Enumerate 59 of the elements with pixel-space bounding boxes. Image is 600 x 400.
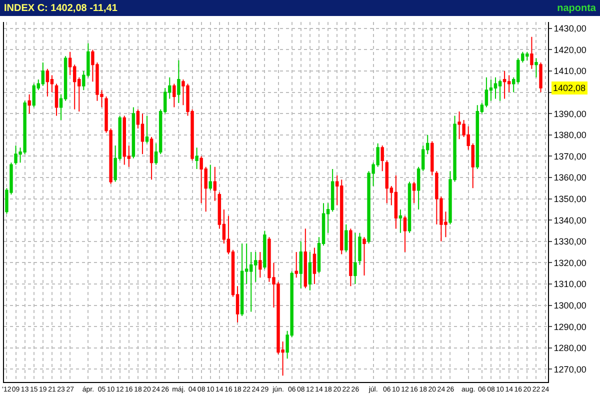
candlestick xyxy=(258,252,262,278)
y-tick-label: 1390,00 xyxy=(554,108,586,119)
candlestick xyxy=(476,104,480,170)
y-tick-label: 1330,00 xyxy=(554,236,586,247)
candlestick xyxy=(240,243,244,316)
candlestick xyxy=(304,228,308,289)
candlestick xyxy=(412,181,416,204)
candlestick xyxy=(530,36,534,70)
y-tick-label: 1360,00 xyxy=(554,172,586,183)
y-tick-label: 1430,00 xyxy=(554,24,586,34)
candlestick xyxy=(354,232,357,285)
candlestick xyxy=(534,58,538,78)
candlestick xyxy=(299,240,302,289)
candlestick xyxy=(213,166,217,202)
candlestick xyxy=(140,113,144,155)
y-tick-label: 1300,00 xyxy=(554,300,586,310)
candlestick xyxy=(28,94,31,114)
candlestick xyxy=(308,252,312,291)
y-tick-label: 1370,00 xyxy=(554,151,586,162)
y-tick-label: 1270,00 xyxy=(554,364,586,374)
y-tick-label: 1380,00 xyxy=(554,130,586,140)
y-tick-label: 1320,00 xyxy=(554,258,586,268)
candlestick xyxy=(263,230,266,270)
candlestick xyxy=(394,174,398,230)
candlestick xyxy=(362,236,366,276)
candlestick xyxy=(41,62,45,86)
y-tick-label: 1310,00 xyxy=(554,279,586,290)
chart-title: INDEX C: 1402,08 -11,41 xyxy=(4,2,118,14)
candlestick xyxy=(294,252,298,278)
candlestick xyxy=(398,208,402,234)
candlestick xyxy=(494,76,498,100)
y-tick-label: 1280,00 xyxy=(554,343,586,354)
candlestick xyxy=(358,232,362,266)
candlestick xyxy=(150,136,154,180)
candlestick xyxy=(380,145,384,172)
y-tick-label: 1420,00 xyxy=(554,44,586,55)
candlestick xyxy=(430,140,434,176)
candlestick xyxy=(403,215,407,253)
candlestick xyxy=(312,247,316,285)
y-tick-label: 1410,00 xyxy=(554,66,586,76)
y-tick-label: 1340,00 xyxy=(554,215,586,226)
candlestick xyxy=(344,224,348,253)
candlestick xyxy=(54,83,58,116)
candlestick xyxy=(132,106,136,159)
candlestick xyxy=(177,60,180,104)
candlestick xyxy=(195,147,198,170)
candlestick xyxy=(208,164,212,191)
candlestick xyxy=(145,115,149,144)
candlestick xyxy=(502,70,506,100)
candlestick xyxy=(498,79,502,102)
candlestick xyxy=(172,83,176,108)
text: 1402,08 xyxy=(553,83,586,93)
y-tick-label: 1290,00 xyxy=(554,322,586,332)
text: naponta xyxy=(557,2,596,14)
candlestick xyxy=(46,68,50,98)
candlestick xyxy=(408,181,412,234)
candlestick xyxy=(349,228,352,287)
candlestick xyxy=(539,62,542,93)
y-tick-label: 1350,00 xyxy=(554,194,586,204)
